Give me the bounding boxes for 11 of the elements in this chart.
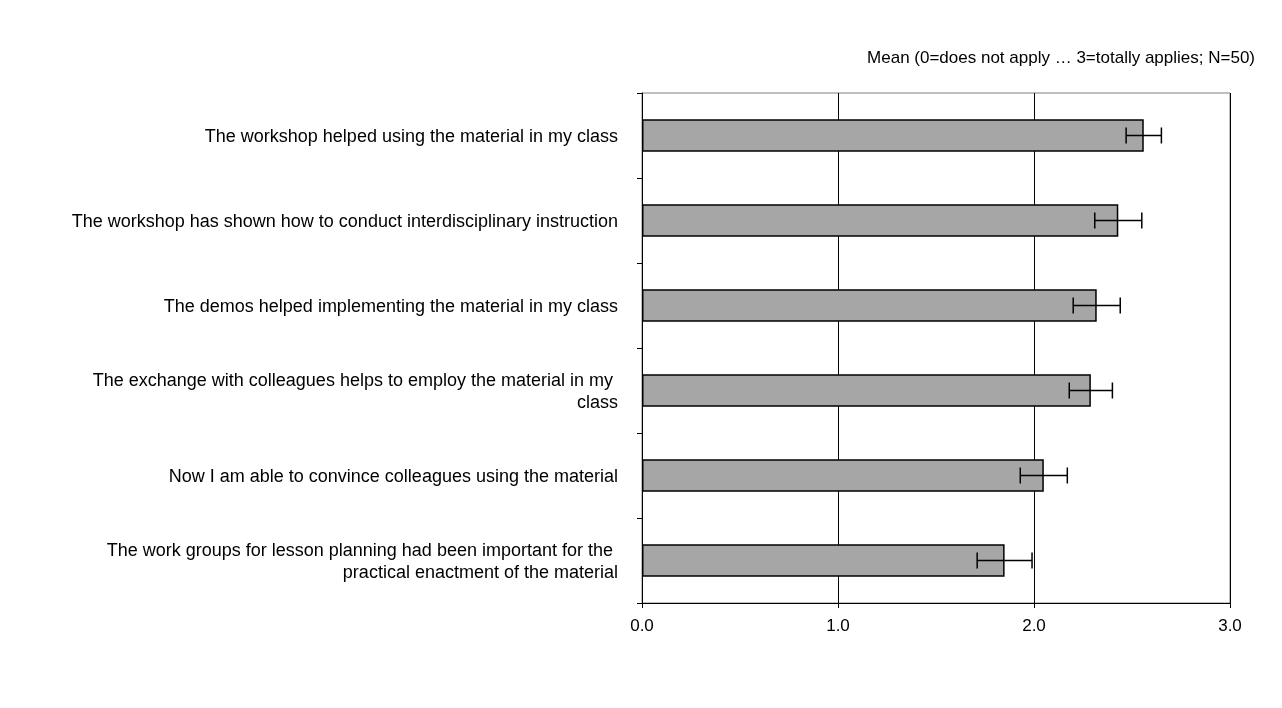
y-tick-label: Now I am able to convince colleagues using the material (168, 465, 618, 486)
chart-title: Mean (0=does not apply … 3=totally applies; N=50) (867, 48, 1256, 67)
x-tick-label: 1.0 (826, 616, 850, 635)
x-tick-label: 2.0 (1022, 616, 1046, 635)
x-tick-label: 0.0 (630, 616, 654, 635)
y-tick-label: The exchange with colleagues helps to employ the material in my class (92, 369, 618, 412)
y-tick-label: The workshop helped using the material in my class (204, 125, 618, 146)
y-tick-label: The work groups for lesson planning had been important for the practical enactment of the material (106, 539, 618, 582)
y-tick-label: The demos helped implementing the material in my class (163, 295, 618, 316)
y-tick-label: The workshop has shown how to conduct interdisciplinary instruction (71, 210, 618, 231)
x-tick-label: 3.0 (1218, 616, 1242, 635)
